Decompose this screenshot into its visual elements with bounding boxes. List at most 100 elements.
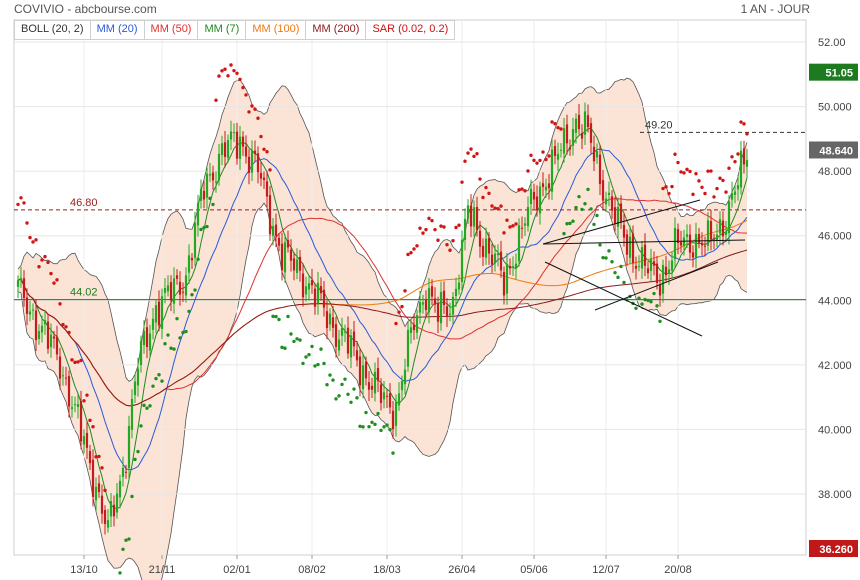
- sar-dot: [286, 314, 290, 319]
- candle-body: [511, 266, 515, 268]
- candle: [355, 341, 359, 367]
- candle: [376, 357, 380, 393]
- candle-body: [370, 385, 374, 390]
- sar-dot: [442, 225, 446, 229]
- candle: [79, 390, 83, 450]
- candle: [277, 232, 281, 252]
- candle-body: [46, 321, 50, 349]
- candle: [115, 482, 119, 519]
- candle-body: [553, 146, 557, 157]
- candle-body: [232, 132, 236, 134]
- candle-body: [349, 335, 353, 358]
- candle-body: [574, 118, 578, 133]
- sar-dot: [319, 347, 323, 351]
- candle-body: [94, 486, 98, 501]
- candle-body: [607, 192, 611, 195]
- candle: [118, 474, 122, 509]
- legend-item-mm50[interactable]: MM (50): [145, 21, 199, 39]
- candle: [235, 122, 239, 165]
- candle-body: [220, 143, 224, 156]
- legend-item-mm20[interactable]: MM (20): [91, 21, 145, 39]
- candle: [601, 169, 605, 210]
- sar-dot: [124, 538, 128, 542]
- candle-body: [580, 132, 584, 139]
- sar-dot: [733, 159, 737, 164]
- candle: [463, 208, 467, 251]
- candle: [652, 251, 656, 276]
- candle: [91, 449, 95, 507]
- legend-item-mm200[interactable]: MM (200): [306, 21, 367, 39]
- sar-dot: [406, 252, 410, 257]
- sar-dot: [268, 168, 272, 172]
- candle: [310, 268, 314, 294]
- candle: [430, 279, 434, 305]
- candle: [607, 181, 611, 207]
- sar-dot: [550, 120, 554, 124]
- sar-dot: [379, 428, 383, 433]
- candle: [319, 277, 323, 301]
- candle: [505, 252, 509, 305]
- candle-body: [343, 331, 347, 333]
- candle-body: [598, 154, 602, 184]
- sar-dot: [742, 122, 746, 126]
- candle: [646, 261, 650, 279]
- level-line-46-80-label: 46.80: [70, 197, 98, 209]
- candle: [583, 102, 587, 146]
- sar-dot: [157, 373, 161, 377]
- candle-body: [541, 183, 545, 188]
- legend-item-sar[interactable]: SAR (0.02, 0.2): [372, 23, 449, 35]
- sar-dot: [328, 373, 332, 377]
- sar-dot: [277, 317, 281, 322]
- candle-body: [289, 249, 293, 261]
- candle-body: [715, 234, 719, 241]
- sar-dot: [238, 77, 242, 82]
- candle: [445, 298, 449, 328]
- candle: [304, 276, 308, 302]
- candle-body: [712, 238, 716, 240]
- candle: [487, 232, 491, 265]
- sar-dot: [703, 191, 707, 196]
- candle-body: [373, 371, 377, 394]
- candle-body: [736, 185, 740, 190]
- candle-body: [319, 286, 323, 294]
- candle-body: [88, 451, 92, 464]
- candle: [577, 104, 581, 135]
- legend-item-mm100[interactable]: MM (100): [246, 21, 307, 39]
- x-tick-label: 21/11: [149, 564, 176, 576]
- candle-body: [337, 339, 341, 351]
- sar-dot: [82, 399, 86, 403]
- legend-item-mm7[interactable]: MM (7): [198, 21, 247, 39]
- sar-dot: [301, 361, 305, 366]
- candle-body: [739, 150, 743, 188]
- candle-body: [28, 311, 32, 315]
- candle-body: [622, 224, 626, 238]
- candle-body: [196, 203, 200, 226]
- candle: [400, 375, 404, 401]
- sar-dot: [148, 404, 152, 408]
- y-tick-label: 44.000: [818, 295, 852, 307]
- sar-dot: [160, 379, 164, 383]
- candle-body: [55, 336, 59, 355]
- legend-item-boll[interactable]: BOLL (20, 2): [15, 21, 91, 39]
- candle: [466, 199, 470, 225]
- sar-dot: [583, 202, 587, 206]
- sar-dot: [232, 68, 236, 73]
- candle: [676, 223, 680, 255]
- sar-dot: [496, 206, 500, 211]
- sar-dot: [646, 298, 650, 303]
- candle-body: [460, 239, 464, 283]
- y-tick-label: 42.000: [818, 360, 852, 372]
- sar-dot: [610, 260, 614, 264]
- sar-dot: [514, 222, 518, 226]
- candle-body: [655, 263, 659, 283]
- candle: [28, 300, 32, 322]
- sar-dot: [637, 296, 641, 300]
- sar-dot: [97, 454, 101, 459]
- candle: [265, 170, 269, 208]
- sar-dot: [595, 213, 599, 218]
- candle-body: [409, 327, 413, 333]
- sar-dot: [58, 302, 62, 306]
- candle: [58, 347, 62, 390]
- candle: [238, 125, 242, 170]
- candle: [589, 117, 593, 154]
